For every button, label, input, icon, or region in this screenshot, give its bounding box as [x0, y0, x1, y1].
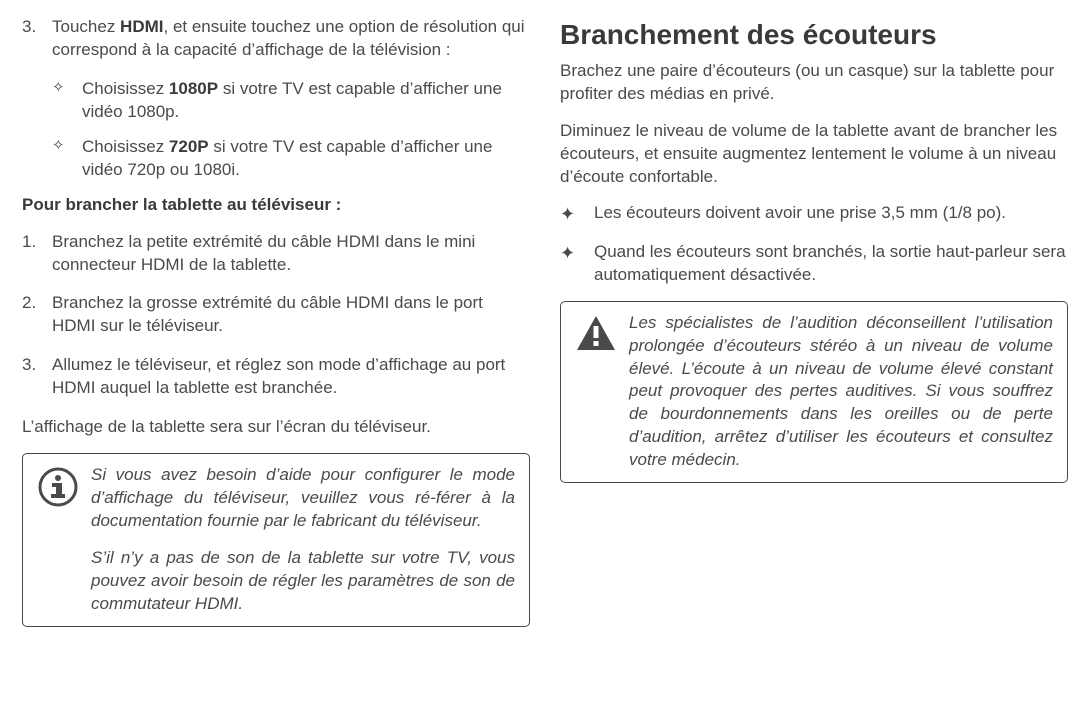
diamond-icon: ✧	[52, 136, 82, 182]
info-callout: Si vous avez besoin d’aide pour configur…	[22, 453, 530, 627]
body-text: Diminuez le niveau de volume de la table…	[560, 120, 1068, 189]
callout-text: Si vous avez besoin d’aide pour configur…	[91, 464, 515, 533]
sub-bullet: ✧ Choisissez 1080P si votre TV est capab…	[22, 78, 530, 124]
body-text: Brachez une paire d’écouteurs (ou un cas…	[560, 60, 1068, 106]
callout-body: Les spécialistes de l’audition déconseil…	[629, 312, 1053, 473]
step-text: Allumez le téléviseur, et réglez son mod…	[52, 354, 530, 400]
text: Choisissez	[82, 79, 169, 98]
numbered-step: 2. Branchez la grosse extrémité du câble…	[22, 292, 530, 338]
bold-text: 1080P	[169, 79, 218, 98]
sub-bullet: ✧ Choisissez 720P si votre TV est capabl…	[22, 136, 530, 182]
body-text: L’affichage de la tablette sera sur l’éc…	[22, 416, 530, 439]
sub-text: Choisissez 1080P si votre TV est capable…	[82, 78, 530, 124]
warning-text: Les spécialistes de l’audition déconseil…	[629, 312, 1053, 473]
star-bullet: ✦ Les écouteurs doivent avoir une prise …	[560, 202, 1068, 226]
info-icon	[37, 464, 79, 616]
bold-text: 720P	[169, 137, 209, 156]
diamond-icon: ✧	[52, 78, 82, 124]
step-number: 1.	[22, 231, 52, 277]
star-bullet: ✦ Quand les écouteurs sont branchés, la …	[560, 241, 1068, 287]
callout-body: Si vous avez besoin d’aide pour configur…	[91, 464, 515, 616]
star-icon: ✦	[560, 241, 594, 287]
step-text: Branchez la grosse extrémité du câble HD…	[52, 292, 530, 338]
sub-text: Choisissez 720P si votre TV est capable …	[82, 136, 530, 182]
bullet-text: Quand les écouteurs sont branchés, la so…	[594, 241, 1068, 287]
warning-callout: Les spécialistes de l’audition déconseil…	[560, 301, 1068, 484]
numbered-step: 1. Branchez la petite extrémité du câble…	[22, 231, 530, 277]
step-text: Touchez HDMI, et ensuite touchez une opt…	[52, 16, 530, 62]
text: Touchez	[52, 17, 120, 36]
right-column: Branchement des écouteurs Brachez une pa…	[560, 16, 1068, 691]
step-number: 2.	[22, 292, 52, 338]
text: Choisissez	[82, 137, 169, 156]
numbered-step: 3. Allumez le téléviseur, et réglez son …	[22, 354, 530, 400]
star-icon: ✦	[560, 202, 594, 226]
step-text: Branchez la petite extrémité du câble HD…	[52, 231, 530, 277]
step-number: 3.	[22, 16, 52, 62]
subheading: Pour brancher la tablette au téléviseur …	[22, 194, 530, 217]
bullet-text: Les écouteurs doivent avoir une prise 3,…	[594, 202, 1068, 226]
warning-icon	[575, 312, 617, 473]
callout-text: S’il n’y a pas de son de la tablette sur…	[91, 547, 515, 616]
bold-text: HDMI	[120, 17, 163, 36]
step-3: 3. Touchez HDMI, et ensuite touchez une …	[22, 16, 530, 62]
step-number: 3.	[22, 354, 52, 400]
left-column: 3. Touchez HDMI, et ensuite touchez une …	[22, 16, 530, 691]
section-title: Branchement des écouteurs	[560, 16, 1068, 54]
